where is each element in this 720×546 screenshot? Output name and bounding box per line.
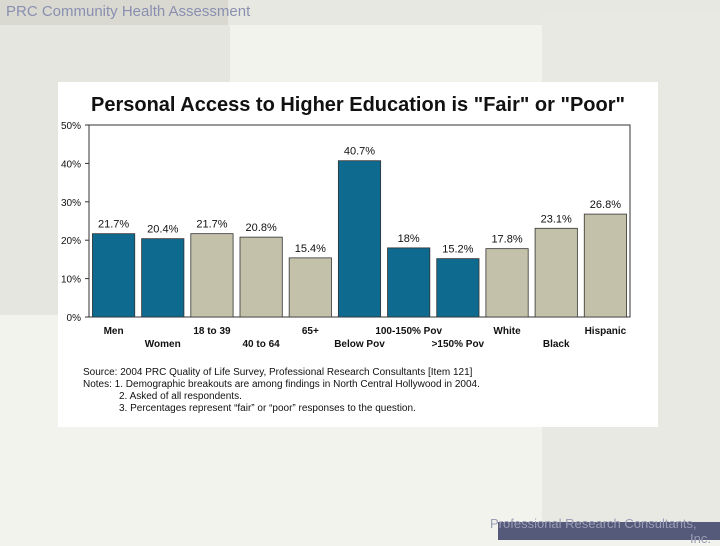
x-category-label: Black — [543, 339, 570, 350]
bar-value-label: 40.7% — [344, 146, 375, 158]
x-category-label: 40 to 64 — [243, 339, 281, 350]
bar-value-label: 23.1% — [541, 213, 572, 225]
bar — [92, 233, 136, 318]
y-tick-label: 40% — [61, 159, 81, 170]
note-3: 3. Percentages represent “fair” or “poor… — [119, 403, 416, 414]
x-category-label: 65+ — [302, 326, 319, 337]
bar-value-label: 20.4% — [147, 224, 178, 236]
note-2: 2. Asked of all respondents. — [119, 391, 242, 402]
x-category-label: Below Pov — [334, 339, 385, 350]
presentation-title: PRC Community Health Assessment — [6, 3, 251, 20]
note-1: Notes: 1. Demographic breakouts are amon… — [83, 379, 480, 390]
bar — [190, 233, 234, 318]
y-tick-label: 50% — [61, 121, 81, 132]
y-tick-label: 10% — [61, 275, 81, 286]
bar — [239, 236, 283, 318]
bar — [583, 213, 627, 318]
bar-value-label: 17.8% — [491, 234, 522, 246]
x-category-label: >150% Pov — [432, 339, 485, 350]
x-category-label: 18 to 39 — [193, 326, 231, 337]
header-tab — [0, 0, 228, 25]
footer-company: Professional Research Consultants, — [490, 516, 697, 531]
bar — [534, 227, 578, 318]
x-category-label: White — [493, 326, 521, 337]
bar — [141, 238, 185, 318]
x-category-label: 100-150% Pov — [375, 326, 442, 337]
y-tick-label: 30% — [61, 198, 81, 209]
bar-value-label: 20.8% — [246, 222, 277, 234]
bar-value-label: 15.2% — [442, 244, 473, 256]
bar-value-label: 21.7% — [98, 219, 129, 231]
chart-title: Personal Access to Higher Education is "… — [91, 94, 625, 116]
bar — [387, 247, 431, 318]
y-tick-label: 0% — [67, 313, 82, 324]
x-category-label: Women — [145, 339, 181, 350]
chart-notes: Source: 2004 PRC Quality of Life Survey,… — [83, 367, 480, 415]
x-category-label: Men — [104, 326, 124, 337]
bar-value-label: 26.8% — [590, 199, 621, 211]
source-note: Source: 2004 PRC Quality of Life Survey,… — [83, 367, 473, 378]
bar — [485, 248, 529, 318]
y-tick-label: 20% — [61, 236, 81, 247]
x-category-label: Hispanic — [585, 326, 627, 337]
footer-bar — [498, 522, 720, 540]
bar — [337, 160, 382, 318]
bar — [288, 257, 332, 318]
bar-value-label: 15.4% — [295, 243, 326, 255]
bar-value-label: 18% — [398, 233, 420, 245]
bar-value-label: 21.7% — [196, 219, 227, 231]
bar — [436, 258, 480, 318]
footer-company-suffix: Inc. — [690, 531, 711, 546]
